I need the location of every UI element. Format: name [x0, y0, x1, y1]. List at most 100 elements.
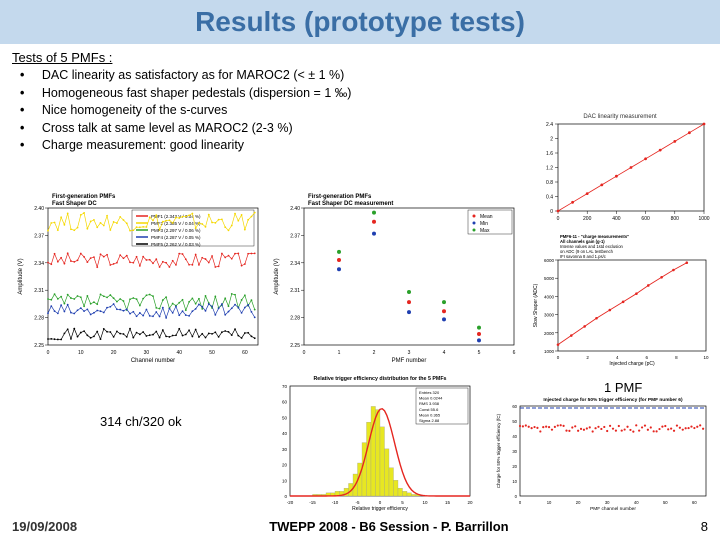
svg-text:Charge for 50% trigger efficie: Charge for 50% trigger efficiency (fC)	[496, 413, 501, 488]
svg-text:Injected charge for 50% trigge: Injected charge for 50% trigger efficien…	[543, 397, 683, 403]
svg-text:1: 1	[338, 350, 341, 356]
svg-text:10: 10	[547, 500, 552, 505]
svg-text:40: 40	[176, 350, 182, 356]
svg-text:PMF channel number: PMF channel number	[590, 506, 636, 512]
svg-text:60: 60	[512, 404, 517, 409]
tests-heading: Tests of 5 PMFs :	[12, 50, 708, 65]
svg-text:0: 0	[515, 494, 518, 499]
svg-text:5: 5	[478, 350, 481, 356]
svg-text:PMF5 (2.262 V / 0.03 %): PMF5 (2.262 V / 0.03 %)	[151, 242, 201, 247]
bullet-item: Homogeneous fast shaper pedestals (dispe…	[20, 85, 708, 103]
svg-text:0: 0	[519, 500, 522, 505]
svg-text:0: 0	[379, 500, 382, 505]
svg-text:2.40: 2.40	[34, 206, 44, 212]
chart-histogram: Relative trigger efficiency distribution…	[264, 372, 474, 512]
svg-text:10: 10	[422, 500, 428, 505]
svg-text:3: 3	[408, 350, 411, 356]
svg-text:Mean 0.365: Mean 0.365	[419, 412, 441, 417]
svg-text:20: 20	[111, 350, 117, 356]
svg-text:10: 10	[78, 350, 84, 356]
svg-text:First-generation PMFs: First-generation PMFs	[52, 194, 116, 200]
svg-text:IFI savonna 8 and 1.ps/c: IFI savonna 8 and 1.ps/c	[560, 254, 606, 259]
svg-text:0: 0	[550, 209, 553, 215]
svg-text:5000: 5000	[544, 276, 555, 281]
svg-text:2.28: 2.28	[34, 316, 44, 322]
svg-text:2: 2	[586, 355, 589, 360]
svg-text:40: 40	[634, 500, 639, 505]
label-314ch: 314 ch/320 ok	[100, 414, 182, 429]
svg-text:Relative trigger efficiency: Relative trigger efficiency	[352, 506, 408, 512]
chart-dac-linearity: DAC linearity measurement00.40.81.21.622…	[530, 110, 710, 225]
svg-text:40: 40	[282, 431, 288, 436]
svg-text:Entries 320: Entries 320	[419, 390, 440, 395]
svg-text:70: 70	[282, 384, 288, 389]
svg-text:0: 0	[303, 350, 306, 356]
svg-text:Fast Shaper DC measurement: Fast Shaper DC measurement	[308, 201, 393, 207]
svg-text:40: 40	[512, 434, 517, 439]
svg-text:0: 0	[557, 355, 560, 360]
svg-text:20: 20	[282, 463, 288, 468]
svg-text:PMF number: PMF number	[392, 358, 427, 364]
svg-text:15: 15	[445, 500, 451, 505]
svg-text:10: 10	[703, 355, 709, 360]
svg-text:4: 4	[616, 355, 619, 360]
footer: 19/09/2008 TWEPP 2008 - B6 Session - P. …	[0, 519, 720, 534]
svg-text:-20: -20	[287, 500, 294, 505]
label-1pmf: 1 PMF	[604, 380, 642, 395]
chart-charge-linearity: PMF6-11 - "charge measurements"All chann…	[530, 232, 710, 367]
bullet-item: DAC linearity as satisfactory as for MAR…	[20, 67, 708, 85]
svg-text:0: 0	[284, 494, 287, 499]
svg-text:RMS 3.938: RMS 3.938	[419, 401, 440, 406]
svg-text:PMF3 (2.297 V / 0.06 %): PMF3 (2.297 V / 0.06 %)	[151, 228, 201, 233]
svg-text:2.37: 2.37	[34, 233, 44, 239]
svg-text:2.25: 2.25	[34, 343, 44, 349]
svg-text:10: 10	[282, 478, 288, 483]
svg-text:30: 30	[512, 449, 517, 454]
svg-text:First-generation PMFs: First-generation PMFs	[308, 194, 372, 200]
svg-text:10: 10	[512, 479, 517, 484]
svg-text:1000: 1000	[544, 349, 555, 354]
svg-text:30: 30	[605, 500, 610, 505]
svg-text:2: 2	[373, 350, 376, 356]
svg-text:50: 50	[282, 415, 288, 420]
svg-text:50: 50	[209, 350, 215, 356]
svg-text:Amplitude (V): Amplitude (V)	[18, 258, 24, 294]
svg-text:3000: 3000	[544, 313, 555, 318]
svg-text:600: 600	[641, 216, 650, 222]
svg-text:60: 60	[692, 500, 697, 505]
chart-scurves: First-generation PMFsFast Shaper DC meas…	[270, 190, 520, 365]
svg-text:20: 20	[576, 500, 581, 505]
svg-text:50: 50	[663, 500, 668, 505]
footer-date: 19/09/2008	[12, 519, 77, 534]
svg-text:Mean 0.0244: Mean 0.0244	[419, 396, 443, 401]
svg-text:5: 5	[401, 500, 404, 505]
svg-text:60: 60	[242, 350, 248, 356]
footer-center: TWEPP 2008 - B6 Session - P. Barrillon	[269, 519, 508, 534]
chart-pedestals: First-generation PMFsFast Shaper DC 2.25 2…	[14, 190, 264, 365]
svg-text:2.4: 2.4	[546, 122, 553, 128]
svg-text:1000: 1000	[698, 216, 709, 222]
svg-text:2.40: 2.40	[290, 206, 300, 212]
svg-text:-5: -5	[355, 500, 359, 505]
svg-text:Injected charge (pC): Injected charge (pC)	[609, 361, 655, 367]
svg-text:800: 800	[671, 216, 680, 222]
svg-text:6000: 6000	[544, 258, 555, 263]
svg-text:30: 30	[144, 350, 150, 356]
svg-text:2.25: 2.25	[290, 343, 300, 349]
svg-text:400: 400	[612, 216, 621, 222]
svg-text:Mean: Mean	[480, 214, 493, 220]
svg-text:20: 20	[512, 464, 517, 469]
svg-text:Fast Shaper DC: Fast Shaper DC	[52, 201, 97, 207]
svg-text:4: 4	[443, 350, 446, 356]
page-title: Results (prototype tests)	[0, 6, 720, 38]
svg-text:60: 60	[282, 400, 288, 405]
svg-text:-10: -10	[332, 500, 339, 505]
svg-text:4000: 4000	[544, 294, 555, 299]
svg-text:2.34: 2.34	[290, 261, 300, 267]
svg-text:2.31: 2.31	[290, 288, 300, 294]
svg-text:Relative trigger efficiency di: Relative trigger efficiency distribution…	[313, 376, 446, 382]
svg-text:2.28: 2.28	[290, 316, 300, 322]
svg-text:Slow Shaper (ADC): Slow Shaper (ADC)	[533, 283, 539, 327]
svg-text:Sigma 2.88: Sigma 2.88	[419, 418, 440, 423]
svg-text:-15: -15	[309, 500, 316, 505]
